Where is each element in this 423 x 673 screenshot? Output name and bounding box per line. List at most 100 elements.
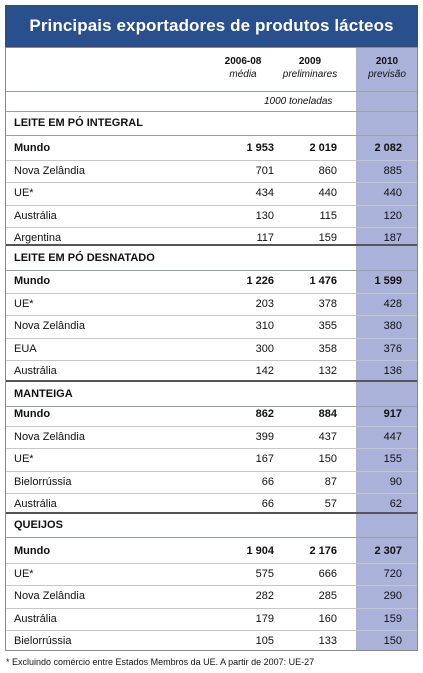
row-label: Mundo bbox=[14, 275, 51, 287]
value-2010: 159 bbox=[383, 612, 402, 625]
value-2010: 440 bbox=[383, 187, 402, 199]
value-2009: 285 bbox=[318, 590, 337, 602]
value-2010: 885 bbox=[383, 164, 402, 177]
table-row: Nova Zelândia 282 285 290 bbox=[6, 585, 417, 608]
value-2006-08: 862 bbox=[255, 408, 274, 420]
value-2009: 860 bbox=[318, 164, 337, 177]
value-2009: 355 bbox=[318, 320, 337, 332]
value-2010: 136 bbox=[383, 365, 402, 377]
col-header-year: 2009 bbox=[298, 56, 322, 67]
value-2006-08: 66 bbox=[261, 498, 274, 510]
row-separator bbox=[6, 204, 417, 206]
col-header-2010: 2010 previsão bbox=[358, 55, 416, 81]
row-separator bbox=[6, 227, 417, 228]
section-underline bbox=[6, 537, 417, 538]
table-row: UE* 434 440 440 bbox=[6, 182, 417, 205]
value-2006-08: 130 bbox=[255, 209, 274, 222]
col-header-2006-08: 2006-08 média bbox=[218, 55, 268, 81]
value-2006-08: 1 904 bbox=[246, 545, 274, 557]
section-underline bbox=[6, 406, 417, 407]
value-2009: 437 bbox=[318, 430, 337, 443]
value-2009: 115 bbox=[319, 209, 337, 222]
value-2010: 720 bbox=[383, 567, 402, 580]
table-row: Austrália 142 132 136 bbox=[6, 360, 417, 383]
section-separator bbox=[6, 512, 417, 514]
row-label: Nova Zelândia bbox=[14, 430, 85, 443]
row-label: Austrália bbox=[14, 498, 57, 510]
value-2009: 2 019 bbox=[309, 142, 337, 154]
table-row: Mundo 1 904 2 176 2 307 bbox=[6, 540, 417, 563]
table-row: Austrália 66 57 62 bbox=[6, 493, 417, 516]
value-2010: 2 082 bbox=[374, 142, 402, 154]
value-2010: 1 599 bbox=[374, 275, 402, 287]
row-label: Mundo bbox=[14, 142, 51, 154]
row-separator bbox=[6, 470, 417, 472]
table-row: UE* 203 378 428 bbox=[6, 293, 417, 316]
value-2009: 378 bbox=[318, 297, 337, 310]
row-label: Nova Zelândia bbox=[14, 590, 85, 602]
section-underline bbox=[6, 270, 417, 271]
value-2010: 120 bbox=[383, 209, 402, 222]
table-row: Nova Zelândia 701 860 885 bbox=[6, 160, 417, 183]
unit-separator bbox=[6, 111, 417, 112]
row-label: UE* bbox=[14, 187, 34, 199]
value-2009: 884 bbox=[318, 408, 337, 420]
col-header-2009: 2009 preliminares bbox=[272, 55, 348, 81]
value-2006-08: 142 bbox=[255, 365, 274, 377]
row-label: Austrália bbox=[14, 612, 57, 625]
row-label: Nova Zelândia bbox=[14, 320, 85, 332]
value-2009: 159 bbox=[318, 232, 337, 244]
row-label: UE* bbox=[14, 453, 34, 465]
row-label: EUA bbox=[14, 342, 37, 355]
forecast-column-highlight bbox=[356, 48, 417, 650]
value-2006-08: 434 bbox=[255, 187, 274, 199]
value-2010: 187 bbox=[383, 232, 402, 244]
table-row: Austrália 179 160 159 bbox=[6, 608, 417, 631]
section-title: LEITE EM PÓ DESNATADO bbox=[14, 252, 155, 264]
value-2010: 155 bbox=[383, 453, 402, 465]
row-separator bbox=[6, 315, 417, 316]
table-row: EUA 300 358 376 bbox=[6, 338, 417, 361]
col-header-sub: preliminares bbox=[282, 69, 338, 80]
value-2010: 428 bbox=[383, 297, 402, 310]
value-2010: 380 bbox=[383, 320, 402, 332]
value-2009: 87 bbox=[324, 475, 337, 488]
row-label: Bielorrússia bbox=[14, 475, 72, 488]
value-2009: 57 bbox=[324, 498, 337, 510]
header-separator bbox=[6, 91, 417, 92]
value-2009: 133 bbox=[318, 635, 337, 647]
table-row: Bielorrússia 105 133 150 bbox=[6, 630, 417, 653]
value-2009: 2 176 bbox=[309, 545, 337, 557]
row-separator bbox=[6, 337, 417, 339]
value-2006-08: 1 226 bbox=[246, 275, 274, 287]
value-2009: 160 bbox=[318, 612, 337, 625]
row-separator bbox=[6, 630, 417, 631]
col-header-sub: previsão bbox=[368, 69, 406, 80]
row-separator bbox=[6, 562, 417, 564]
value-2006-08: 310 bbox=[255, 320, 274, 332]
footnote: * Excluindo comércio entre Estados Membr… bbox=[6, 657, 315, 667]
row-separator bbox=[6, 159, 417, 161]
table-row: Nova Zelândia 310 355 380 bbox=[6, 315, 417, 338]
row-label: Austrália bbox=[14, 209, 57, 222]
table-row: Mundo 862 884 917 bbox=[6, 403, 417, 426]
row-separator bbox=[6, 448, 417, 449]
row-separator bbox=[6, 182, 417, 183]
row-label: UE* bbox=[14, 297, 34, 310]
col-header-year: 2010 bbox=[375, 56, 399, 67]
value-2010: 376 bbox=[383, 342, 402, 355]
section-title: MANTEIGA bbox=[14, 388, 73, 400]
section-title: QUEIJOS bbox=[14, 519, 63, 531]
value-2009: 132 bbox=[318, 365, 337, 377]
table-row: Bielorrússia 66 87 90 bbox=[6, 471, 417, 494]
value-2009: 150 bbox=[318, 453, 337, 465]
value-2009: 1 476 bbox=[309, 275, 337, 287]
table-title: Principais exportadores de produtos láct… bbox=[5, 5, 418, 47]
row-label: Bielorrússia bbox=[14, 635, 72, 647]
col-header-sub: média bbox=[229, 69, 257, 80]
value-2006-08: 300 bbox=[255, 342, 274, 355]
row-label: Nova Zelândia bbox=[14, 164, 85, 177]
table-row: Nova Zelândia 399 437 447 bbox=[6, 426, 417, 449]
value-2006-08: 105 bbox=[255, 635, 274, 647]
row-separator bbox=[6, 425, 417, 427]
